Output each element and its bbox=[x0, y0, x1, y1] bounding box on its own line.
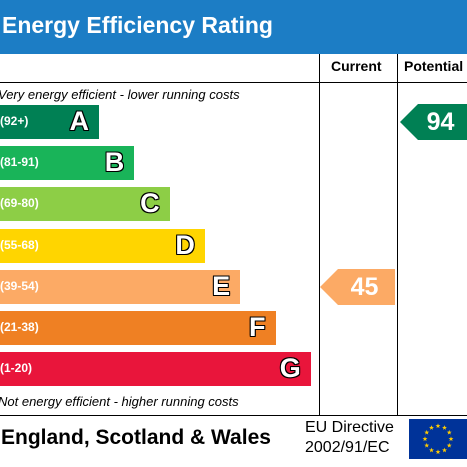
band-b: (81-91) B bbox=[0, 146, 135, 181]
inefficient-note: Not energy efficient - higher running co… bbox=[0, 394, 239, 409]
band-range-label: (92+) bbox=[0, 114, 29, 128]
eu-star-icon bbox=[446, 442, 452, 448]
band-f: (21-38) F bbox=[0, 311, 276, 345]
eu-star-icon bbox=[429, 447, 434, 453]
current-rating-value: 45 bbox=[350, 272, 379, 301]
eu-star-icon bbox=[435, 449, 441, 455]
band-d: (55-68) D bbox=[0, 228, 205, 263]
potential-rating-value: 94 bbox=[426, 108, 455, 136]
band-a: (92+) A bbox=[0, 105, 99, 139]
band-g: (1-20) G bbox=[0, 352, 311, 387]
band-letter: E bbox=[212, 270, 231, 301]
eu-star-icon bbox=[435, 423, 441, 429]
eu-flag-icon bbox=[409, 419, 467, 459]
chart-header: Energy Efficiency Rating bbox=[0, 0, 467, 54]
band-range-label: (55-68) bbox=[0, 237, 39, 252]
band-range-label: (21-38) bbox=[0, 320, 39, 334]
potential-column-header: Potential bbox=[404, 58, 464, 74]
potential-column-divider bbox=[397, 54, 398, 416]
directive-line-1: EU Directive bbox=[305, 419, 394, 436]
band-range-label: (1-20) bbox=[0, 361, 33, 376]
eu-star-icon bbox=[424, 442, 430, 448]
band-range-label: (81-91) bbox=[0, 155, 39, 170]
band-range-label: (39-54) bbox=[0, 278, 39, 293]
band-letter: F bbox=[249, 312, 266, 342]
band-letter: A bbox=[69, 106, 90, 136]
current-rating-arrow: 45 bbox=[320, 268, 395, 305]
eu-star-icon bbox=[422, 436, 428, 442]
potential-rating-arrow: 94 bbox=[400, 104, 467, 140]
band-letter: G bbox=[279, 353, 301, 384]
band-c: (69-80) C bbox=[0, 187, 170, 222]
top-rule bbox=[0, 82, 467, 83]
eu-star-icon bbox=[446, 429, 452, 435]
band-letter: C bbox=[140, 188, 160, 219]
eu-star-icon bbox=[442, 447, 447, 453]
potential-arrow-shape bbox=[400, 104, 467, 140]
eu-star-icon bbox=[448, 436, 454, 442]
band-letter: D bbox=[175, 229, 195, 260]
current-column-divider bbox=[319, 54, 320, 416]
eu-star-icon bbox=[442, 425, 447, 430]
current-arrow-shape bbox=[320, 268, 395, 305]
band-range-label: (69-80) bbox=[0, 196, 39, 211]
chart-title: Energy Efficiency Rating bbox=[2, 12, 273, 38]
directive-line-2: 2002/91/EC bbox=[305, 439, 390, 456]
eu-star-icon bbox=[429, 425, 434, 430]
footer-region: England, Scotland & Wales bbox=[1, 426, 271, 449]
bottom-rule bbox=[0, 415, 467, 416]
eu-star-icon bbox=[424, 429, 430, 435]
efficient-note: Very energy efficient - lower running co… bbox=[0, 87, 240, 102]
band-letter: B bbox=[104, 147, 125, 178]
current-column-header: Current bbox=[331, 58, 382, 74]
band-e: (39-54) E bbox=[0, 269, 241, 304]
